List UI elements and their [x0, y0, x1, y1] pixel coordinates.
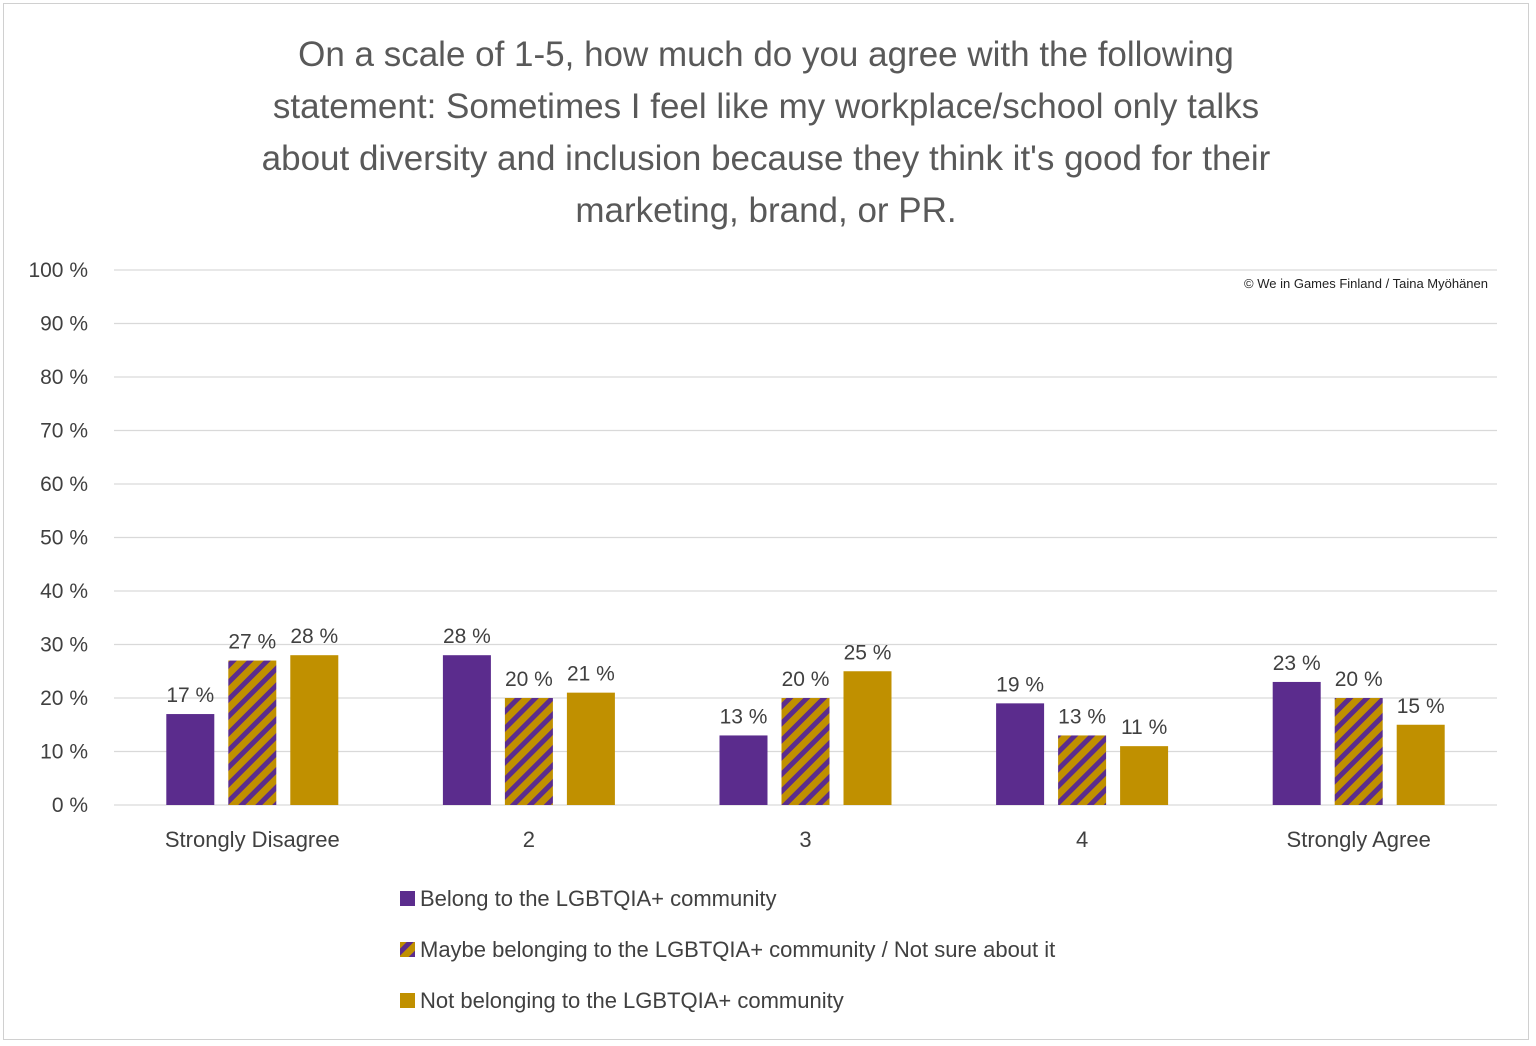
bar-series-2-cat-3 — [1120, 746, 1169, 805]
y-tick-label: 0 % — [52, 794, 88, 817]
data-label: 20 % — [782, 668, 830, 691]
chart-title-line-3: about diversity and inclusion because th… — [262, 139, 1271, 178]
bar-series-1-cat-3 — [1058, 735, 1107, 805]
chart-title-line-1: On a scale of 1-5, how much do you agree… — [298, 35, 1234, 74]
bar-series-1-cat-0 — [228, 660, 277, 805]
bar-series-2-cat-4 — [1396, 724, 1445, 805]
credit-text: © We in Games Finland / Taina Myöhänen — [1244, 276, 1488, 291]
x-tick-label: 2 — [523, 827, 535, 852]
bars — [166, 655, 1445, 805]
chart-title-line-4: marketing, brand, or PR. — [575, 191, 956, 230]
bar-series-1-cat-1 — [504, 698, 553, 805]
data-label: 17 % — [166, 684, 214, 707]
data-label: 28 % — [443, 625, 491, 648]
bar-series-0-cat-4 — [1272, 681, 1321, 805]
data-label: 11 % — [1121, 716, 1167, 739]
bar-series-0-cat-1 — [442, 655, 491, 805]
y-tick-label: 40 % — [40, 580, 88, 603]
legend: Belong to the LGBTQIA+ community Maybe be… — [400, 886, 1055, 1013]
legend-swatch — [400, 993, 415, 1008]
bar-series-2-cat-2 — [843, 671, 892, 805]
data-label: 13 % — [1058, 705, 1106, 728]
chart-svg: On a scale of 1-5, how much do you agree… — [28, 35, 1497, 1013]
data-label: 28 % — [290, 625, 338, 648]
x-axis-ticks: Strongly Disagree 2 3 4 Strongly Agree — [165, 827, 1431, 852]
bar-series-1-cat-4 — [1334, 698, 1383, 805]
x-tick-label: 3 — [799, 827, 811, 852]
data-label: 19 % — [996, 673, 1044, 696]
data-labels: 17 % 27 % 28 % 28 % 20 % 21 % 13 % 20 % 25 % 19 %… — [166, 625, 1444, 739]
legend-swatch — [400, 891, 415, 906]
chart-title-line-2: statement: Sometimes I feel like my work… — [273, 87, 1259, 126]
bar-series-1-cat-2 — [781, 698, 830, 805]
bar-series-0-cat-0 — [166, 714, 215, 805]
y-tick-label: 80 % — [40, 366, 88, 389]
y-tick-label: 60 % — [40, 473, 88, 496]
legend-label: Belong to the LGBTQIA+ community — [420, 886, 776, 911]
y-tick-label: 70 % — [40, 420, 88, 443]
gridlines — [114, 269, 1497, 806]
y-tick-label: 20 % — [40, 687, 88, 710]
legend-label: Maybe belonging to the LGBTQIA+ communit… — [420, 937, 1055, 962]
y-axis-ticks: 0 % 10 % 20 % 30 % 40 % 50 % 60 % 70 % 80 % 90 % 1… — [28, 259, 88, 817]
y-tick-label: 10 % — [40, 741, 88, 764]
bar-series-0-cat-2 — [719, 735, 768, 805]
chart-frame: On a scale of 1-5, how much do you agree… — [3, 3, 1529, 1040]
x-tick-label: Strongly Agree — [1287, 827, 1431, 852]
bar-series-2-cat-0 — [290, 655, 339, 805]
y-tick-label: 90 % — [40, 313, 88, 336]
bar-series-0-cat-3 — [996, 703, 1045, 805]
data-label: 15 % — [1397, 695, 1445, 718]
data-label: 13 % — [720, 705, 768, 728]
legend-label: Not belonging to the LGBTQIA+ community — [420, 988, 844, 1013]
legend-swatch — [400, 942, 415, 957]
data-label: 20 % — [505, 668, 553, 691]
data-label: 23 % — [1273, 652, 1321, 675]
data-label: 27 % — [228, 631, 276, 654]
data-label: 25 % — [844, 641, 892, 664]
x-tick-label: 4 — [1076, 827, 1088, 852]
data-label: 20 % — [1335, 668, 1383, 691]
data-label: 21 % — [567, 663, 615, 686]
x-tick-label: Strongly Disagree — [165, 827, 340, 852]
y-tick-label: 50 % — [40, 527, 88, 550]
bar-series-2-cat-1 — [566, 692, 615, 805]
chart-title: On a scale of 1-5, how much do you agree… — [262, 35, 1271, 230]
y-tick-label: 100 % — [28, 259, 88, 282]
y-tick-label: 30 % — [40, 634, 88, 657]
